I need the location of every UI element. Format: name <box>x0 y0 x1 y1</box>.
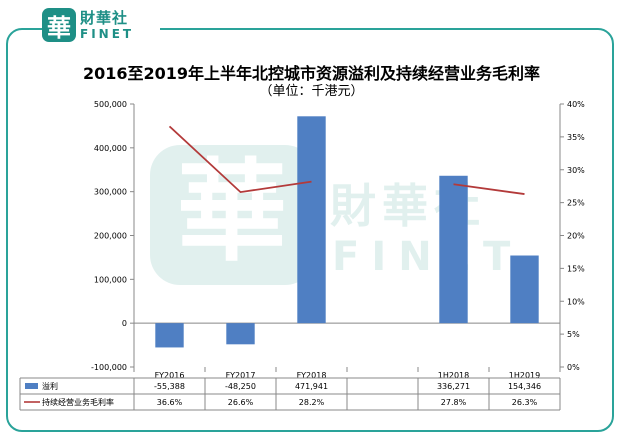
finet-logo: 華 財華社 FINET <box>42 5 160 45</box>
y-left-tick-label: 200,000 <box>94 232 127 241</box>
y-right-tick-label: 40% <box>567 100 585 109</box>
y-right-tick-label: 25% <box>567 199 585 208</box>
y-left-tick-label: 400,000 <box>94 144 127 153</box>
y-left-tick-label: 0 <box>122 319 127 328</box>
margin-data-label: 26.3% <box>512 398 538 407</box>
profit-data-label: -55,388 <box>154 382 185 391</box>
logo-mark: 華 <box>42 8 76 42</box>
y-left-tick-label: 100,000 <box>94 275 127 284</box>
logo-text: 財華社 FINET <box>80 8 135 41</box>
y-left-tick-label: 300,000 <box>94 188 127 197</box>
y-right-tick-label: 10% <box>567 297 585 306</box>
x-tick-label: 1H2018 <box>438 371 469 380</box>
chart-subtitle: （单位：千港元） <box>259 84 364 99</box>
watermark-name-en: FINET <box>332 234 522 280</box>
x-tick-label: FY2018 <box>297 371 327 380</box>
line-series <box>168 125 525 195</box>
watermark-mark-bg <box>150 145 315 285</box>
profit-data-label: -48,250 <box>225 382 256 391</box>
y-right-tick-label: 20% <box>567 232 585 241</box>
x-tick-label: 1H2019 <box>509 371 540 380</box>
legend-bar-label: 溢利 <box>42 381 58 391</box>
chart-axes: -100,000 0 100,000 200,000 300,000 400,000 500… <box>91 100 585 380</box>
bar <box>226 323 255 345</box>
bar-series <box>155 116 539 348</box>
bar <box>510 255 539 324</box>
profit-data-label: 336,271 <box>437 382 470 391</box>
margin-line-segment <box>168 125 312 194</box>
y-right-tick-label: 35% <box>567 133 585 142</box>
watermark-mark: 華 <box>177 148 287 276</box>
logo-name-en: FINET <box>80 26 135 41</box>
chart-title: 2016至2019年上半年北控城市资源溢利及持续经营业务毛利率 <box>82 64 541 83</box>
y-right-tick-label: 15% <box>567 264 585 273</box>
legend-line-label: 持续经营业务毛利率 <box>42 397 114 407</box>
x-tick-label: FY2016 <box>155 371 185 380</box>
margin-data-label: 28.2% <box>299 398 325 407</box>
y-left-tick-label: 500,000 <box>94 100 127 109</box>
margin-line-segment <box>453 183 525 195</box>
margin-data-label: 27.8% <box>441 398 467 407</box>
y-right-tick-label: 30% <box>567 166 585 175</box>
margin-data-label: 36.6% <box>157 398 183 407</box>
logo-name-cn: 財華社 <box>80 8 129 27</box>
profit-data-label: 154,346 <box>508 382 541 391</box>
x-tick-label: FY2017 <box>226 371 256 380</box>
y-right-tick-label: 0% <box>567 363 580 372</box>
margin-data-label: 26.6% <box>228 398 254 407</box>
profit-data-label: 471,941 <box>295 382 328 391</box>
y-left-tick-label: -100,000 <box>91 363 127 372</box>
legend-bar-swatch <box>25 383 38 389</box>
bar <box>155 323 184 348</box>
watermark: 華財華社FINET <box>150 145 522 285</box>
y-right-tick-label: 5% <box>567 330 580 339</box>
bar <box>297 116 326 324</box>
bar <box>439 175 468 324</box>
